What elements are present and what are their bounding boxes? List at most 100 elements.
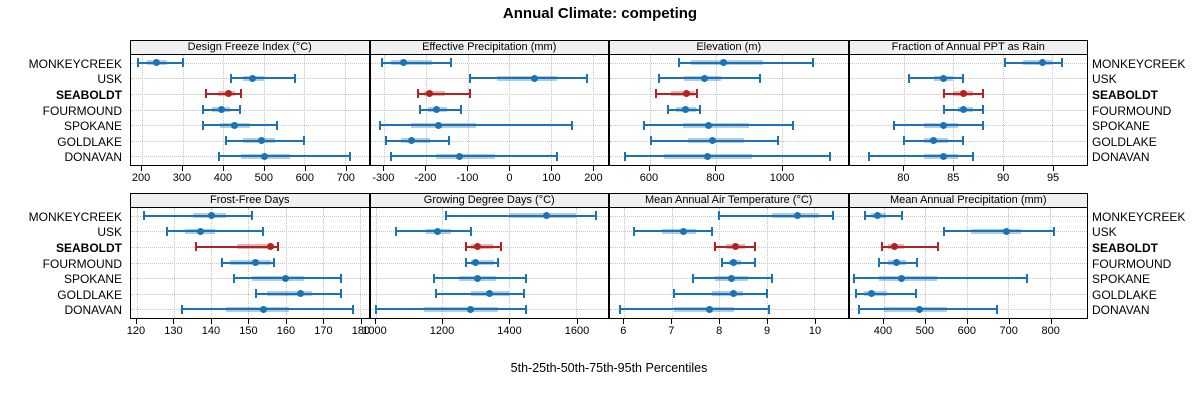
station-label-right-row0: GOLDLAKE [1092, 134, 1157, 149]
cap-left [385, 136, 388, 146]
axis-tick [719, 319, 721, 324]
cap-right [972, 151, 975, 161]
axis-tick-label: 800 [1041, 325, 1060, 337]
whisker-line [655, 92, 698, 95]
cap-left [880, 242, 883, 252]
cap-left [858, 304, 861, 314]
cap-left [201, 105, 204, 114]
median-dot [892, 259, 900, 266]
cap-right [915, 258, 918, 267]
cap-left [433, 273, 436, 283]
station-label-left-row0: GOLDLAKE [57, 134, 122, 149]
iqr-band [690, 60, 764, 66]
panel-title: Mean Annual Air Temperature (°C) [645, 194, 813, 206]
whisker-line [419, 108, 462, 111]
cap-left [893, 120, 896, 130]
iqr-band [1022, 60, 1053, 66]
cap-left [232, 273, 235, 283]
station-label-left-row0: DONAVAN [64, 150, 122, 165]
cap-left [618, 304, 621, 314]
whisker-line [678, 61, 813, 64]
axis-tick [141, 166, 143, 171]
cap-left [658, 73, 661, 83]
panel-plot [848, 208, 1088, 319]
median-dot [1038, 59, 1046, 67]
cap-right [460, 105, 463, 114]
axis-tick [593, 166, 595, 171]
gridline-y [849, 78, 1087, 80]
cap-right [276, 120, 279, 130]
cap-left [902, 136, 905, 146]
axis-tick [467, 166, 469, 171]
median-dot [897, 274, 905, 282]
median-dot [407, 137, 415, 145]
cap-right [1053, 226, 1056, 236]
panel-plot [609, 208, 849, 319]
cap-left [1003, 58, 1006, 68]
whisker-line [864, 214, 903, 217]
cap-right [294, 73, 297, 83]
cap-right [469, 226, 472, 236]
iqr-band [470, 260, 495, 265]
whisker-line [231, 77, 296, 80]
cap-left [654, 89, 657, 99]
panel-title: Effective Precipitation (mm) [422, 41, 557, 53]
iqr-band [267, 291, 312, 297]
cap-right [570, 120, 573, 130]
median-dot [959, 106, 967, 113]
axis-tick [623, 319, 625, 324]
cap-right [351, 304, 354, 314]
whisker-line [643, 124, 794, 127]
station-label-right-row0: MONKEYCREEK [1092, 56, 1186, 71]
axis-tick-label: 400 [873, 325, 893, 337]
axis-tick-label: 180 [351, 325, 371, 337]
cap-left [878, 258, 881, 267]
gridline-y [131, 62, 369, 64]
cap-right [770, 273, 773, 283]
median-dot [727, 274, 735, 282]
cap-left [720, 258, 723, 267]
axis-tick-label: -200 [414, 172, 437, 184]
axis-tick [323, 319, 325, 324]
whisker-line [469, 77, 588, 80]
cap-right [239, 105, 242, 114]
cap-left [417, 89, 420, 99]
axis-tick-label: 1400 [497, 325, 522, 337]
axis-tick [425, 166, 427, 171]
axis-tick-label: 8 [716, 325, 723, 337]
cap-right [447, 136, 450, 146]
whisker-line [624, 155, 831, 158]
cap-left [863, 211, 866, 221]
median-dot [267, 243, 275, 251]
axis-tick-label: 120 [126, 325, 146, 337]
median-dot [258, 137, 266, 145]
panel-header: Growing Degree Days (°C) [369, 193, 609, 208]
cap-right [768, 304, 771, 314]
cap-right [759, 73, 762, 83]
gridline-y [610, 93, 848, 95]
cap-left [379, 120, 382, 130]
whisker-line [908, 77, 964, 80]
iqr-band [879, 275, 937, 281]
whisker-line [859, 308, 998, 311]
iqr-band [496, 75, 558, 81]
cap-right [753, 258, 756, 267]
whisker-line [380, 124, 572, 127]
cap-right [982, 105, 985, 114]
panel-frost-free-days: Frost-Free Days [130, 193, 370, 319]
panel-title: Elevation (m) [696, 41, 762, 53]
gridline-y [849, 62, 1087, 64]
whisker-line [144, 214, 253, 217]
axis-tick-label: 85 [947, 172, 960, 184]
axis-tick [1008, 319, 1010, 324]
panel-header: Fraction of Annual PPT as Rain [848, 40, 1088, 55]
axis-tick-label: 800 [706, 172, 725, 184]
whisker-line [445, 214, 597, 217]
median-dot [425, 90, 433, 98]
whisker-line [390, 155, 558, 158]
cap-right [699, 105, 702, 114]
whisker-line [166, 230, 264, 233]
iqr-band [252, 275, 305, 281]
whisker-line [219, 155, 350, 158]
station-label-left-row0: MONKEYCREEK [28, 56, 122, 71]
